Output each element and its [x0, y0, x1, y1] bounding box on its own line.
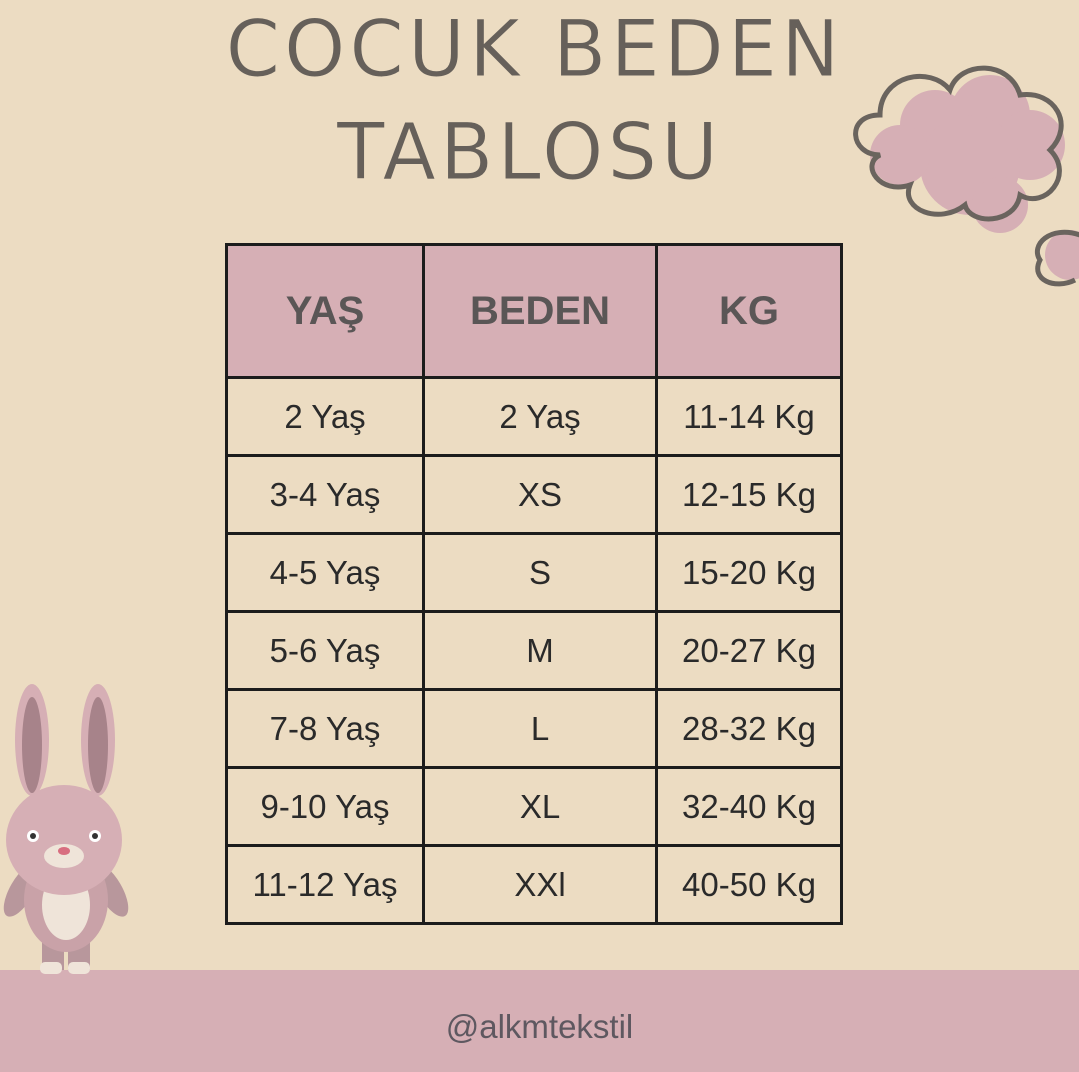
cell-age: 7-8 Yaş — [225, 688, 425, 769]
social-handle: @alkmtekstil — [445, 1008, 634, 1045]
page-title-line1: COCUK BEDEN — [225, 5, 844, 96]
cell-age: 5-6 Yaş — [225, 610, 425, 691]
cell-weight: 28-32 Kg — [655, 688, 843, 769]
cell-weight: 20-27 Kg — [655, 610, 843, 691]
size-table: YAŞ BEDEN KG 2 Yaş 2 Yaş 11-14 Kg 3-4 Yaş X… — [225, 243, 843, 925]
cell-size: M — [422, 610, 658, 691]
cell-size: XL — [422, 766, 658, 847]
cell-size: XS — [422, 454, 658, 535]
cell-size: 2 Yaş — [422, 376, 658, 457]
header-weight: KG — [655, 243, 843, 379]
cell-size: S — [422, 532, 658, 613]
table-header-row: YAŞ BEDEN KG — [225, 243, 843, 379]
cell-size: XXl — [422, 844, 658, 925]
cell-weight: 15-20 Kg — [655, 532, 843, 613]
table-row: 11-12 Yaş XXl 40-50 Kg — [225, 844, 843, 925]
table-row: 4-5 Yaş S 15-20 Kg — [225, 532, 843, 613]
cell-age: 11-12 Yaş — [225, 844, 425, 925]
cell-age: 2 Yaş — [225, 376, 425, 457]
table-row: 9-10 Yaş XL 32-40 Kg — [225, 766, 843, 847]
cell-age: 3-4 Yaş — [225, 454, 425, 535]
cell-age: 4-5 Yaş — [225, 532, 425, 613]
table-row: 2 Yaş 2 Yaş 11-14 Kg — [225, 376, 843, 457]
bunny-icon — [3, 684, 129, 974]
table-row: 5-6 Yaş M 20-27 Kg — [225, 610, 843, 691]
page-title-line2: TABLOSU — [336, 108, 723, 199]
cell-age: 9-10 Yaş — [225, 766, 425, 847]
header-age: YAŞ — [225, 243, 425, 379]
header-size: BEDEN — [422, 243, 658, 379]
cell-weight: 32-40 Kg — [655, 766, 843, 847]
cell-weight: 12-15 Kg — [655, 454, 843, 535]
cloud-icon — [853, 65, 1079, 287]
footer-bar — [0, 970, 1079, 1072]
cell-weight: 40-50 Kg — [655, 844, 843, 925]
cell-weight: 11-14 Kg — [655, 376, 843, 457]
cell-size: L — [422, 688, 658, 769]
table-row: 7-8 Yaş L 28-32 Kg — [225, 688, 843, 769]
table-row: 3-4 Yaş XS 12-15 Kg — [225, 454, 843, 535]
